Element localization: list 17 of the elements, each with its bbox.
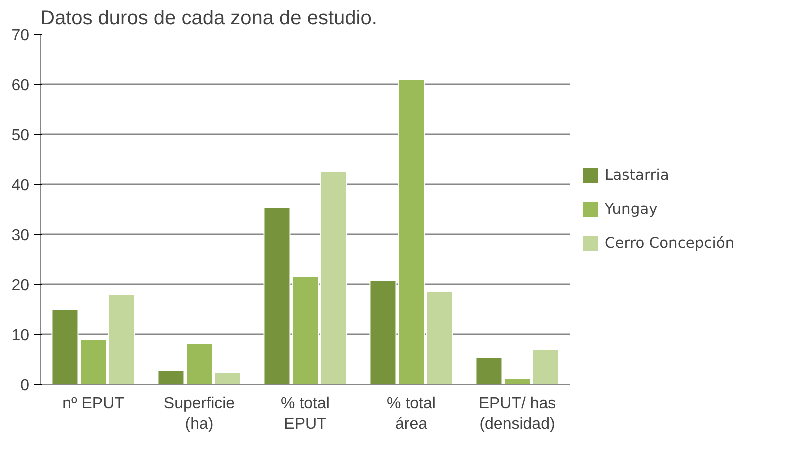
x-tick-label: % total EPUT [281, 396, 330, 433]
chart-title: Datos duros de cada zona de estudio. [40, 8, 378, 30]
legend-label: Yungay [605, 200, 658, 218]
y-tick-label: 30 [12, 228, 30, 244]
x-tick-label: nº EPUT [62, 396, 125, 412]
y-tick-label: 40 [12, 178, 30, 194]
y-tick-label: 70 [12, 28, 30, 44]
legend-label: Lastarria [605, 166, 670, 184]
x-tick-label: EPUT/ has (densidad) [478, 396, 556, 433]
y-tick-label: 20 [12, 278, 30, 294]
y-tick-label: 0 [20, 378, 30, 394]
y-tick-label: 60 [12, 78, 30, 94]
x-tick-label: % total área [387, 396, 436, 433]
legend-label: Cerro Concepción [605, 234, 735, 252]
y-tick-label: 50 [12, 128, 30, 144]
x-tick-label: Superficie (ha) [164, 396, 236, 433]
y-tick-label: 10 [12, 328, 30, 344]
